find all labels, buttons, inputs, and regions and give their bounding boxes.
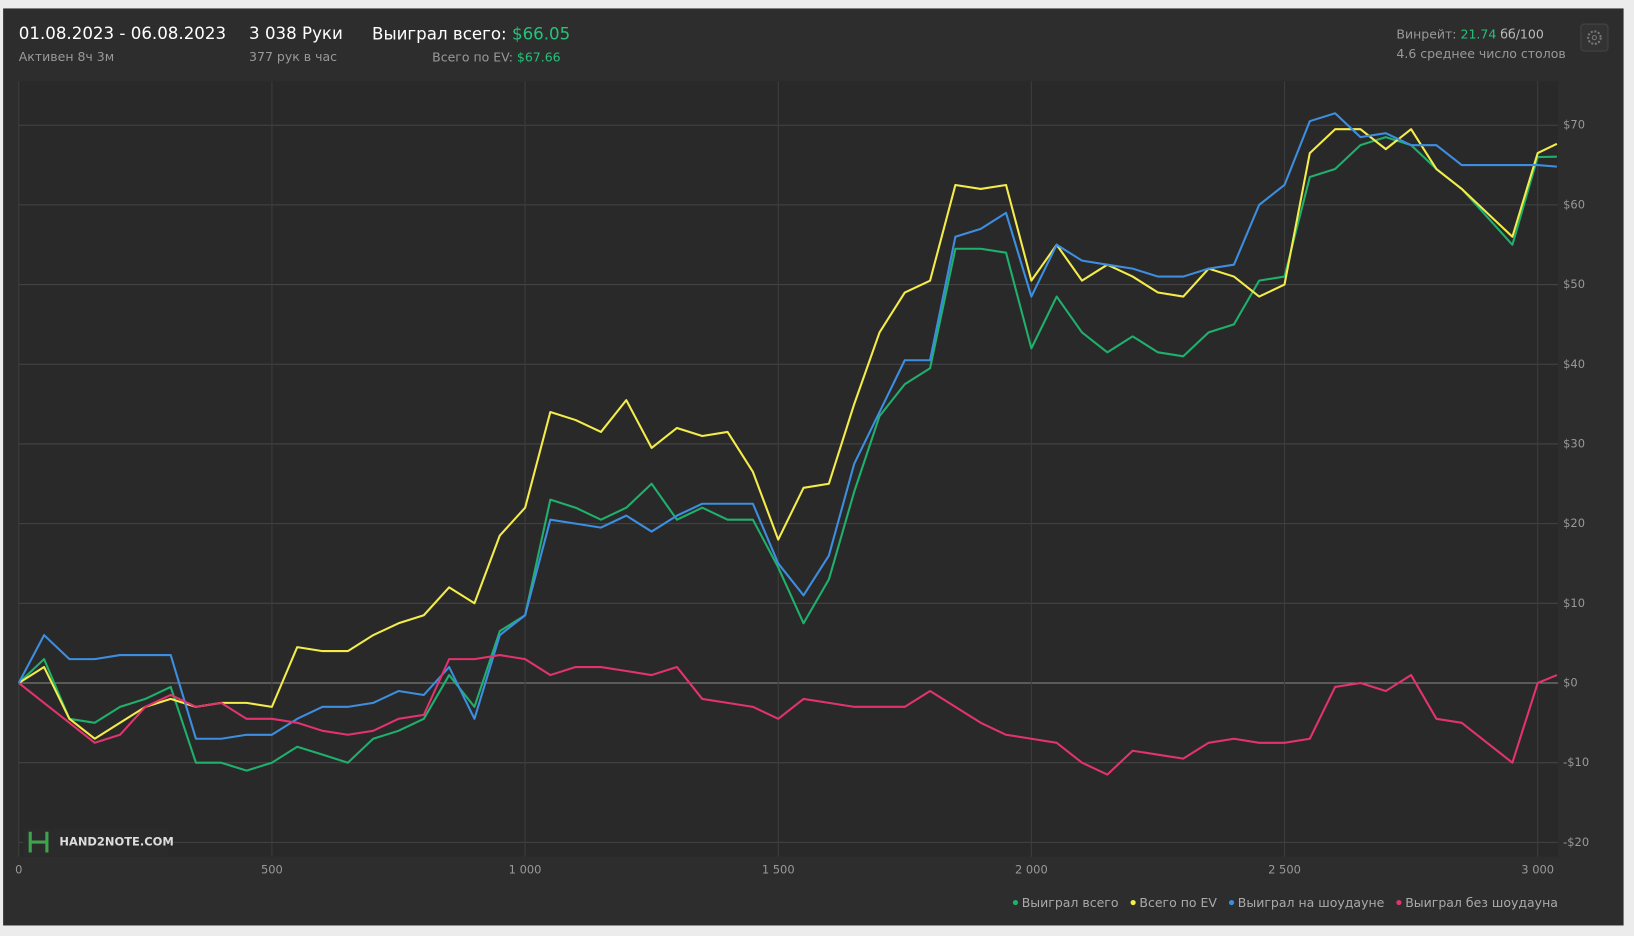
legend-label: Всего по EV — [1139, 895, 1217, 910]
y-tick-label: $40 — [1563, 357, 1585, 371]
winrate-label: Винрейт: — [1396, 26, 1456, 41]
legend-marker — [1012, 899, 1019, 906]
settings-icon-center[interactable] — [1591, 35, 1598, 41]
x-tick-label: 1 500 — [762, 863, 795, 877]
logo: HAND2NOTE.COM — [22, 828, 174, 856]
won-value: $66.05 — [512, 24, 570, 43]
x-tick-label: 500 — [261, 863, 283, 877]
legend: Выиграл всего Всего по EV Выиграл на шоуда… — [1012, 895, 1558, 910]
y-tick-label: -$10 — [1563, 755, 1589, 769]
x-tick-label: 3 000 — [1521, 863, 1554, 877]
legend-label: Выиграл на шоудауне — [1238, 895, 1385, 910]
won-total: Выиграл всего: $66.05 — [372, 24, 570, 43]
avg-tables: 4.6 среднее число столов — [1396, 46, 1565, 61]
ev-label: Всего по EV: — [432, 49, 513, 64]
ev-value: $67.66 — [517, 49, 561, 64]
y-tick-label: $0 — [1563, 675, 1578, 689]
date-range: 01.08.2023 - 06.08.2023 — [19, 24, 226, 43]
winrate: Винрейт: 21.74 бб/100 — [1396, 26, 1543, 41]
logo-icon — [28, 831, 49, 853]
y-tick-label: $10 — [1563, 596, 1585, 610]
legend-marker — [1396, 899, 1402, 906]
legend-marker — [1130, 899, 1136, 906]
settings-icon[interactable] — [1587, 30, 1602, 45]
series-line — [18, 654, 1558, 776]
active-time: Активен 8ч 3м — [19, 49, 114, 64]
plot-bg — [18, 81, 1558, 857]
x-tick-label: 2 500 — [1268, 863, 1301, 877]
series-line — [17, 112, 1557, 740]
x-tick-label: 2 000 — [1015, 863, 1048, 877]
y-tick-label: $30 — [1563, 436, 1585, 450]
legend-marker — [1228, 899, 1235, 906]
series-line — [18, 128, 1558, 740]
y-tick-label: $60 — [1563, 197, 1585, 211]
plot: -$20 -$10 $0 $10 $20 $30 $40 $50 $60 $70 0 500 1 000… — [15, 81, 1589, 877]
x-tick-label: 0 — [15, 863, 22, 877]
legend-label: Выиграл всего — [1022, 895, 1119, 910]
hands: 3 038 Руки — [249, 24, 343, 43]
legend-label: Выиграл без шоудауна — [1405, 895, 1558, 910]
y-tick-label: $70 — [1563, 118, 1585, 132]
series-line — [18, 136, 1557, 772]
won-label: Выиграл всего: — [372, 24, 507, 43]
settings-button[interactable] — [1580, 23, 1609, 52]
logo-text: HAND2NOTE.COM — [59, 835, 173, 849]
winrate-value: 21.74 — [1461, 26, 1497, 41]
winrate-unit: бб/100 — [1500, 26, 1544, 41]
settings-bg[interactable] — [1580, 23, 1609, 52]
y-tick-label: $20 — [1563, 516, 1585, 530]
ev-total: Всего по EV: $67.66 — [432, 49, 561, 64]
y-tick-label: $50 — [1563, 277, 1585, 291]
x-tick-label: 1 000 — [509, 863, 542, 877]
hands-per-hour: 377 рук в час — [249, 49, 337, 64]
y-tick-label: -$20 — [1563, 835, 1589, 849]
